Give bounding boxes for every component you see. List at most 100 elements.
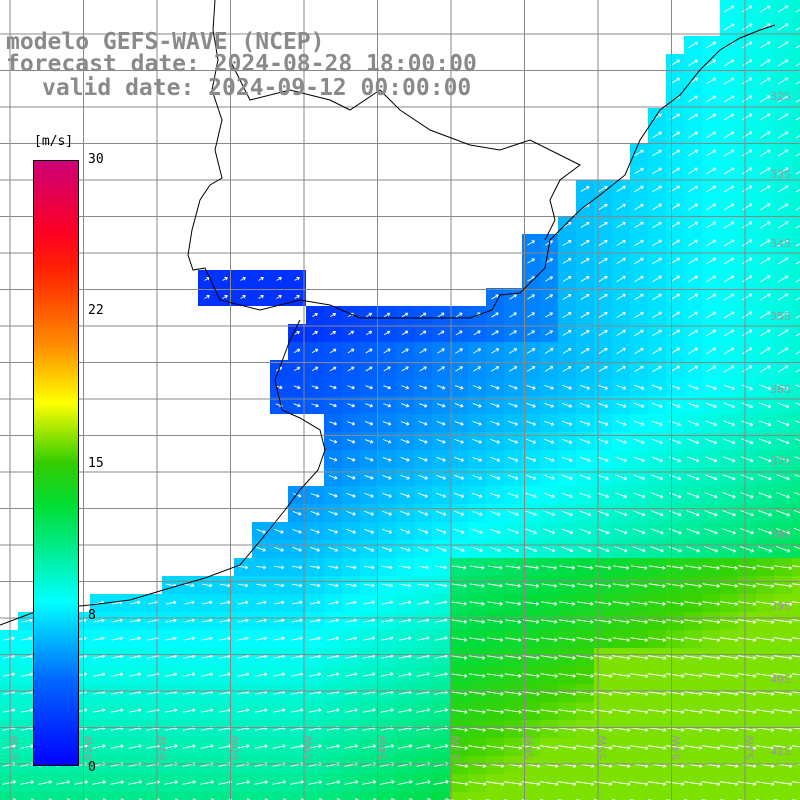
wind-arrow	[723, 311, 735, 319]
coastline	[187, 0, 776, 319]
wind-arrow	[434, 708, 449, 713]
wind-speed-cell	[792, 702, 800, 720]
wind-arrow	[688, 347, 699, 355]
wind-arrow	[791, 619, 800, 622]
wind-arrow	[688, 203, 699, 211]
wind-arrow	[455, 330, 463, 336]
wind-arrow	[616, 384, 627, 390]
wind-arrow	[650, 528, 664, 535]
longitude-label: 58W	[376, 735, 389, 760]
wind-arrow	[468, 745, 486, 750]
wind-arrow	[450, 691, 468, 696]
wind-arrow	[398, 708, 412, 713]
wind-arrow	[633, 438, 645, 444]
wind-arrow	[759, 5, 771, 13]
wind-arrow	[540, 655, 558, 660]
wind-arrow	[630, 565, 648, 570]
wind-arrow	[505, 583, 521, 588]
wind-arrow	[795, 261, 800, 265]
wind-arrow	[382, 492, 392, 498]
wind-arrow	[363, 583, 375, 588]
wind-arrow	[759, 77, 771, 85]
wind-arrow	[361, 780, 377, 785]
wind-arrow	[684, 565, 702, 570]
wind-arrow	[737, 691, 757, 696]
wind-arrow	[738, 565, 756, 570]
wind-arrow	[791, 601, 800, 604]
wind-arrow	[434, 618, 448, 623]
wind-arrow	[238, 565, 249, 570]
wind-arrow	[487, 637, 504, 642]
wind-arrow	[616, 221, 626, 229]
wind-arrow	[490, 385, 500, 390]
wind-arrow	[759, 167, 771, 175]
wind-speed-cell	[792, 522, 800, 540]
wind-arrow	[773, 781, 793, 786]
wind-arrow	[652, 275, 662, 283]
wind-speed-cell	[792, 666, 800, 684]
wind-arrow	[612, 637, 630, 642]
wind-arrow	[612, 601, 630, 606]
longitude-label: 59W	[302, 735, 315, 760]
wind-arrow	[633, 402, 645, 408]
wind-arrow	[795, 384, 800, 388]
wind-arrow	[255, 618, 267, 623]
wind-arrow	[486, 745, 505, 750]
wind-speed-cell	[414, 792, 432, 800]
wind-arrow	[346, 439, 356, 444]
wind-arrow	[416, 636, 430, 641]
wind-arrow	[472, 420, 482, 426]
wind-arrow	[486, 709, 504, 714]
wind-arrow	[365, 403, 374, 408]
wind-arrow	[756, 565, 775, 570]
wind-arrow	[290, 744, 304, 749]
wind-arrow	[310, 511, 320, 516]
wind-arrow	[759, 329, 771, 337]
wind-arrow	[611, 781, 631, 786]
wind-speed-cell	[360, 792, 378, 800]
wind-arrow	[684, 601, 702, 606]
wind-arrow	[557, 745, 577, 750]
wind-arrow	[737, 727, 757, 732]
wind-arrow	[579, 438, 591, 444]
wind-arrow	[561, 456, 573, 462]
wind-arrow	[629, 745, 649, 750]
wind-arrow	[651, 474, 664, 481]
wind-arrow	[309, 654, 321, 659]
wind-arrow	[469, 619, 485, 624]
wind-arrow	[20, 708, 34, 713]
wind-arrow	[540, 709, 559, 714]
wind-arrow	[526, 366, 536, 372]
wind-arrow	[687, 438, 699, 445]
wind-arrow	[505, 565, 521, 570]
wind-speed-cell	[666, 792, 684, 800]
wind-arrow	[344, 744, 358, 749]
wind-arrow	[616, 257, 626, 265]
wind-arrow	[776, 510, 791, 517]
wind-arrow	[737, 637, 757, 642]
wind-arrow	[634, 239, 644, 247]
wind-arrow	[598, 384, 609, 390]
wind-arrow	[273, 654, 285, 659]
wind-arrow	[328, 546, 339, 552]
wind-arrow	[527, 258, 535, 264]
longitude-label: 57W	[449, 735, 462, 760]
wind-arrow	[706, 221, 717, 229]
wind-speed-cell	[378, 792, 396, 800]
colorbar-tick-22: 22	[88, 303, 104, 318]
wind-arrow	[419, 348, 427, 354]
wind-arrow	[541, 583, 558, 588]
wind-arrow	[344, 672, 358, 677]
colorbar-tick-30: 30	[88, 152, 104, 167]
wind-arrow	[580, 275, 590, 282]
wind-arrow	[525, 456, 537, 462]
wind-arrow	[416, 708, 431, 713]
wind-arrow	[561, 438, 573, 444]
wind-arrow	[579, 474, 591, 480]
wind-arrow	[491, 294, 499, 300]
wind-speed-cell	[612, 792, 630, 800]
wind-speed-cell	[324, 792, 342, 800]
wind-arrow	[794, 402, 800, 406]
wind-arrow	[683, 655, 703, 660]
